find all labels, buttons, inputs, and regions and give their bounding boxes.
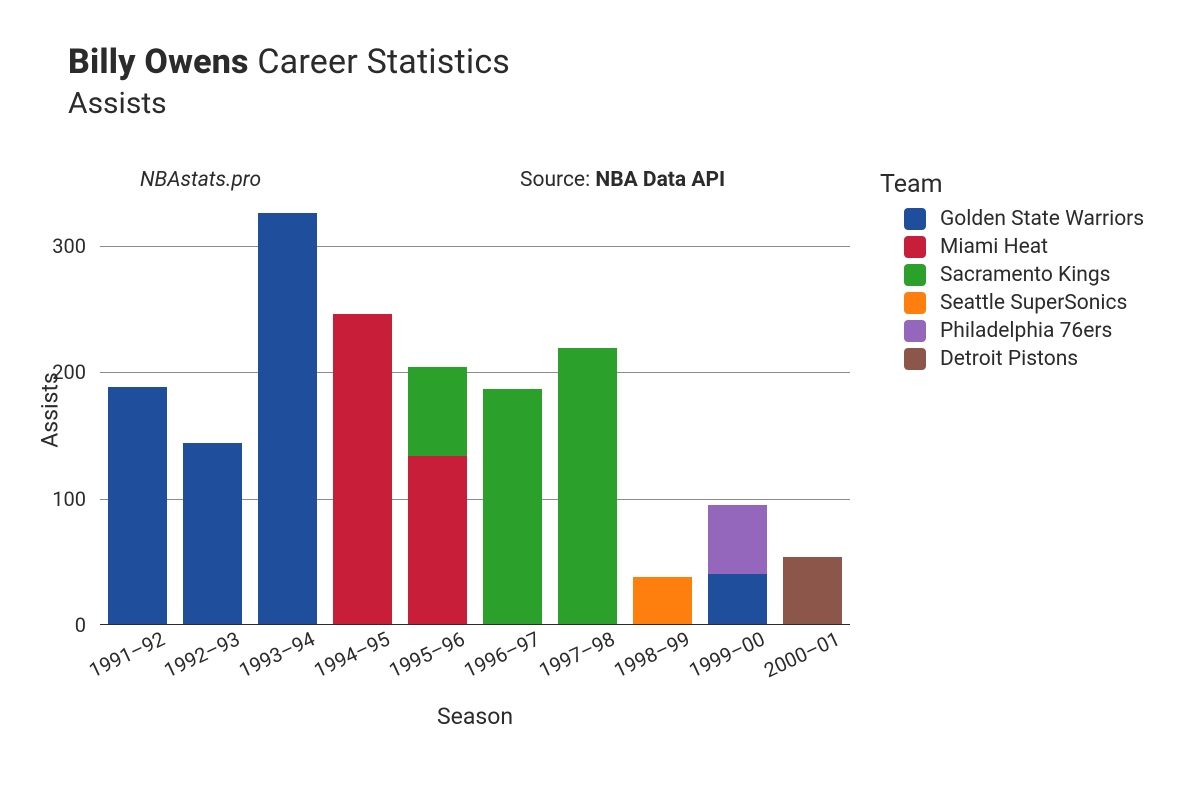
legend-item: Golden State Warriors xyxy=(904,207,1144,231)
source-prefix: Source: xyxy=(520,168,595,192)
legend-label: Miami Heat xyxy=(940,235,1048,259)
x-tick-label: 1998–99 xyxy=(610,627,693,683)
bar-1992–93: 1992–93 xyxy=(183,195,242,625)
legend-item: Detroit Pistons xyxy=(904,347,1144,371)
bar-segment xyxy=(108,387,167,625)
legend-item: Philadelphia 76ers xyxy=(904,319,1144,343)
x-tick-label: 1995–96 xyxy=(385,627,468,683)
bar-1994–95: 1994–95 xyxy=(333,195,392,625)
legend-items: Golden State Warriors Miami Heat Sacrament… xyxy=(880,207,1144,371)
title-bold: Billy Owens xyxy=(68,42,249,82)
bar-1991–92: 1991–92 xyxy=(108,195,167,625)
bar-segment xyxy=(408,367,467,456)
legend-swatch xyxy=(904,348,926,370)
bars: 1991–92 1992–93 1993–94 1994–95 1995–96 1996–… xyxy=(100,195,850,625)
bar-segment xyxy=(258,213,317,625)
bar-1995–96: 1995–96 xyxy=(408,195,467,625)
x-axis-title: Season xyxy=(437,703,513,730)
legend-item: Miami Heat xyxy=(904,235,1144,259)
legend: Team Golden State Warriors Miami Heat Sacr… xyxy=(880,170,1144,375)
bar-segment xyxy=(333,314,392,625)
bar-segment xyxy=(633,577,692,625)
source-name: NBA Data API xyxy=(595,168,725,192)
legend-item: Seattle SuperSonics xyxy=(904,291,1144,315)
x-tick-label: 1999–00 xyxy=(685,627,768,683)
bar-segment xyxy=(708,574,767,625)
legend-swatch xyxy=(904,208,926,230)
x-tick-label: 1997–98 xyxy=(535,627,618,683)
x-axis-line xyxy=(100,624,850,625)
subtitle: Assists xyxy=(68,86,510,121)
chart: Assists 0100200300 1991–921992–931993–94… xyxy=(100,195,850,625)
source-line: Source: NBA Data API xyxy=(520,168,725,192)
y-tick-label: 200 xyxy=(52,360,100,384)
x-tick-label: 1994–95 xyxy=(310,627,393,683)
legend-label: Philadelphia 76ers xyxy=(940,319,1112,343)
x-tick-label: 2000–01 xyxy=(760,627,843,683)
legend-label: Sacramento Kings xyxy=(940,263,1111,287)
title-rest: Career Statistics xyxy=(249,42,510,82)
legend-swatch xyxy=(904,292,926,314)
x-tick-label: 1992–93 xyxy=(160,627,243,683)
bar-1996–97: 1996–97 xyxy=(483,195,542,625)
title-block: Billy Owens Career Statistics Assists xyxy=(68,42,510,121)
bar-1998–99: 1998–99 xyxy=(633,195,692,625)
plot-area: 0100200300 1991–921992–931993–941994–951… xyxy=(100,195,850,625)
bar-1997–98: 1997–98 xyxy=(558,195,617,625)
page-title: Billy Owens Career Statistics xyxy=(68,42,510,82)
bar-segment xyxy=(708,505,767,575)
bar-segment xyxy=(408,456,467,625)
bar-1993–94: 1993–94 xyxy=(258,195,317,625)
legend-swatch xyxy=(904,236,926,258)
watermark: NBAstats.pro xyxy=(140,168,261,192)
legend-item: Sacramento Kings xyxy=(904,263,1144,287)
y-tick-label: 100 xyxy=(52,487,100,511)
bar-segment xyxy=(183,443,242,625)
bar-1999–00: 1999–00 xyxy=(708,195,767,625)
legend-label: Detroit Pistons xyxy=(940,347,1078,371)
y-tick-label: 0 xyxy=(75,613,100,637)
legend-swatch xyxy=(904,264,926,286)
y-tick-label: 300 xyxy=(52,234,100,258)
bar-segment xyxy=(483,389,542,626)
x-tick-label: 1993–94 xyxy=(235,627,318,683)
legend-title: Team xyxy=(880,170,1144,199)
page: Billy Owens Career Statistics Assists NB… xyxy=(0,0,1200,800)
legend-swatch xyxy=(904,320,926,342)
bar-2000–01: 2000–01 xyxy=(783,195,842,625)
legend-label: Seattle SuperSonics xyxy=(940,291,1127,315)
legend-label: Golden State Warriors xyxy=(940,207,1144,231)
bar-segment xyxy=(558,348,617,625)
bar-segment xyxy=(783,557,842,625)
x-tick-label: 1996–97 xyxy=(460,627,543,683)
